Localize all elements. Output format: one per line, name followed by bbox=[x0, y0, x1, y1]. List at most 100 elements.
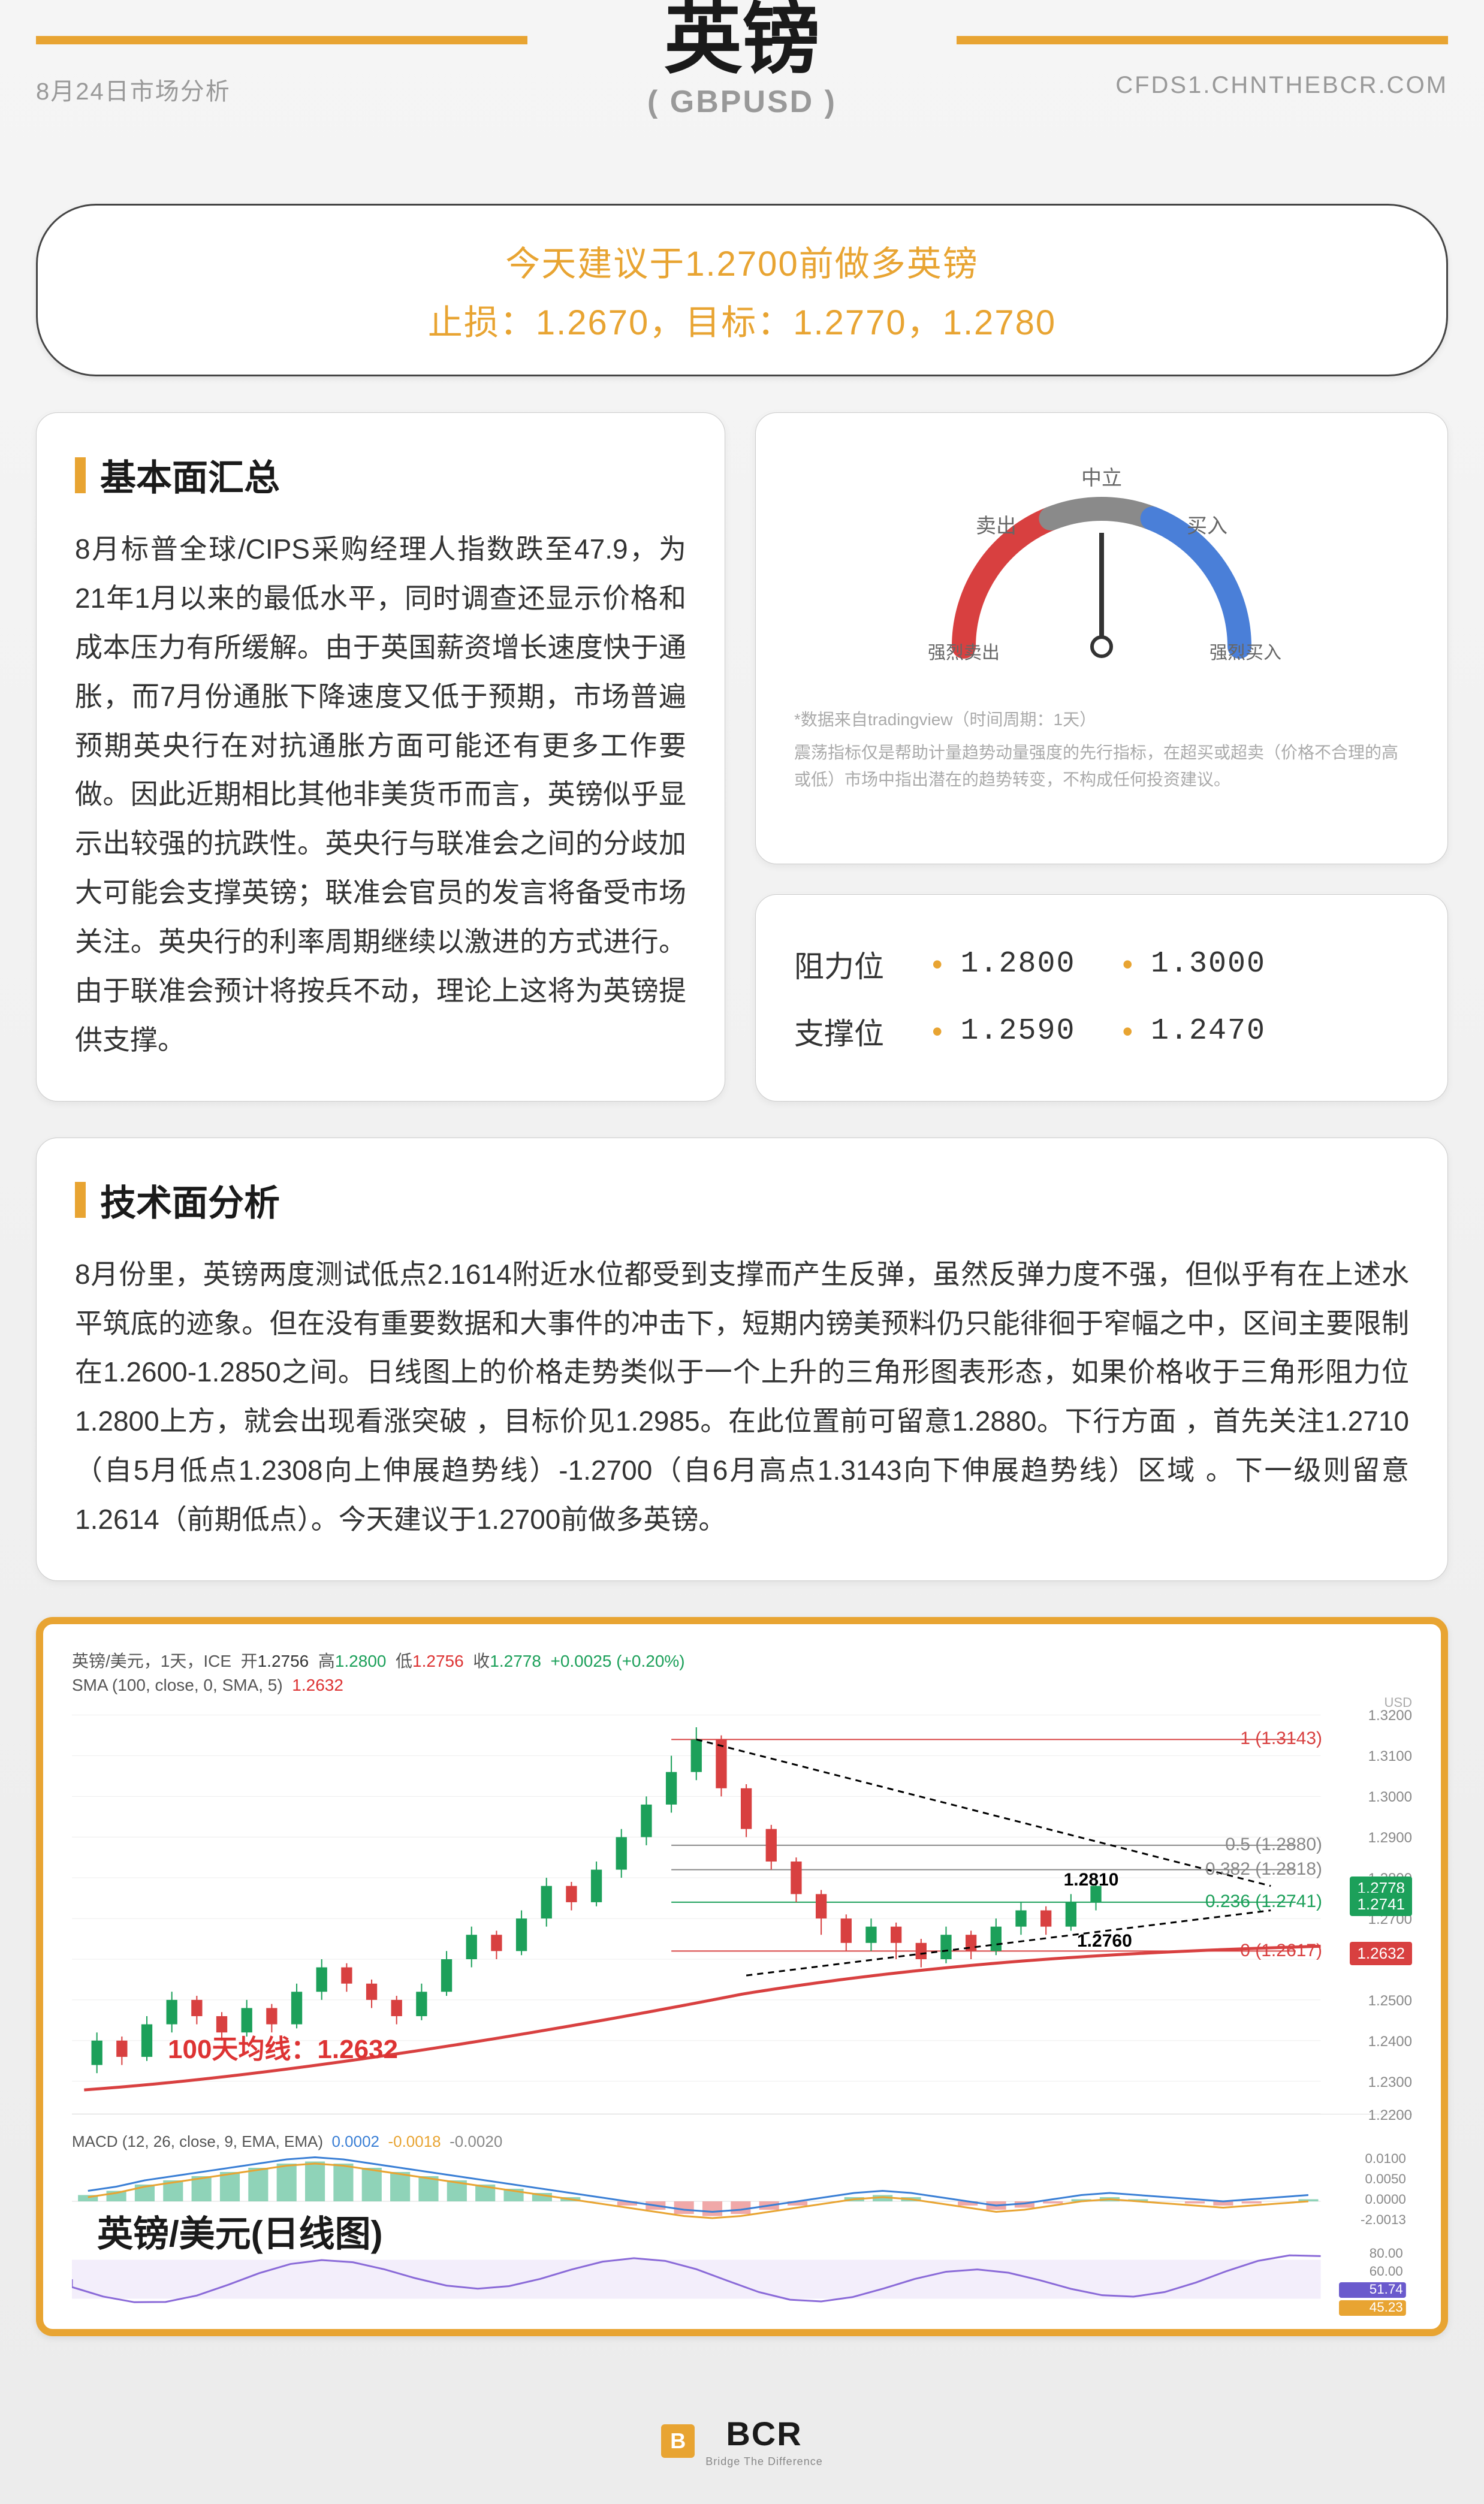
svg-text:中立: 中立 bbox=[1081, 467, 1122, 490]
ma-label: 100天均线：1.2632 bbox=[168, 2028, 398, 2066]
y-tick: 1.3100 bbox=[1368, 1748, 1412, 1765]
header-accent-right bbox=[957, 36, 1448, 44]
page: 8月24日市场分析 CFDS1.CHNTHEBCR.COM 英镑 ( GBPUS… bbox=[0, 0, 1484, 2504]
dot-icon: • bbox=[914, 947, 961, 982]
ohlc-cl: 1.2778 bbox=[490, 1652, 541, 1670]
ohlc-hi: 1.2800 bbox=[335, 1652, 387, 1670]
sma-value: 1.2632 bbox=[292, 1676, 343, 1694]
header-title: 英镑 bbox=[647, 0, 837, 78]
resistance-row: 阻力位 • 1.2800 • 1.3000 bbox=[794, 931, 1409, 998]
svg-text:0.0000: 0.0000 bbox=[1365, 2192, 1405, 2207]
resistance-label: 阻力位 bbox=[794, 943, 914, 986]
support-label: 支撑位 bbox=[794, 1010, 914, 1053]
fundamental-body: 8月标普全球/CIPS采购经理人指数跌至47.9，为21年1月以来的最低水平，同… bbox=[75, 525, 686, 1065]
technical-title-row: 技术面分析 bbox=[75, 1174, 1409, 1226]
macd-v1: 0.0002 bbox=[331, 2132, 379, 2150]
svg-text:60.00: 60.00 bbox=[1370, 2264, 1403, 2279]
dot-icon: • bbox=[1105, 1014, 1151, 1049]
y-tick: 1.2500 bbox=[1368, 1993, 1412, 2010]
fib-label: 0.382 (1.2818) bbox=[1205, 1859, 1322, 1879]
footer-brand-block: BCR Bridge The Difference bbox=[705, 2414, 822, 2468]
technical-card: 技术面分析 8月份里，英镑两度测试低点2.1614附近水位都受到支撑而产生反弹，… bbox=[36, 1138, 1448, 1581]
price-tag: 1.2741 bbox=[1350, 1893, 1412, 1916]
header: 8月24日市场分析 CFDS1.CHNTHEBCR.COM 英镑 ( GBPUS… bbox=[0, 0, 1484, 156]
chart-annotation: 1.2810 bbox=[1064, 1870, 1119, 1890]
ohlc-open-label: 开 bbox=[241, 1652, 258, 1670]
ohlc-hi-label: 高 bbox=[318, 1652, 335, 1670]
chart-main-area: USD 1.32001.31001.30001.29001.28001.2700… bbox=[72, 1707, 1412, 2114]
right-column: 强烈卖出 卖出 中立买入强烈买入 *数据来自tradingview（时间周期：1天）… bbox=[755, 412, 1448, 1102]
svg-text:0.0100: 0.0100 bbox=[1365, 2151, 1405, 2166]
row-upper: 基本面汇总 8月标普全球/CIPS采购经理人指数跌至47.9，为21年1月以来的… bbox=[36, 412, 1448, 1102]
fundamental-title-row: 基本面汇总 bbox=[75, 449, 686, 501]
header-accent-left bbox=[36, 36, 527, 44]
support-v2: 1.2470 bbox=[1151, 1014, 1295, 1048]
macd-v3: -0.0020 bbox=[450, 2132, 502, 2150]
footer-logo: B BCR Bridge The Difference bbox=[661, 2414, 822, 2468]
svg-text:强烈买入: 强烈买入 bbox=[1209, 643, 1281, 663]
header-title-block: 英镑 ( GBPUSD ) bbox=[647, 0, 837, 120]
ohlc-open: 1.2756 bbox=[258, 1652, 309, 1670]
technical-title: 技术面分析 bbox=[100, 1174, 280, 1226]
svg-text:51.74: 51.74 bbox=[1370, 2282, 1403, 2297]
svg-text:买入: 买入 bbox=[1187, 515, 1227, 538]
ohlc-chg: +0.0025 (+0.20%) bbox=[550, 1652, 684, 1670]
macd-header: MACD (12, 26, close, 9, EMA, EMA) 0.0002… bbox=[72, 2132, 1412, 2151]
title-accent-bar bbox=[75, 1182, 86, 1218]
gauge-note2: 震荡指标仅是帮助计量趋势动量强度的先行指标，在超买或超卖（价格不合理的高或低）市… bbox=[794, 740, 1409, 794]
footer: B BCR Bridge The Difference bbox=[0, 2384, 1484, 2504]
macd-v2: -0.0018 bbox=[388, 2132, 441, 2150]
y-tick: 1.2200 bbox=[1368, 2107, 1412, 2124]
svg-text:强烈卖出: 强烈卖出 bbox=[928, 643, 1000, 663]
fundamental-card: 基本面汇总 8月标普全球/CIPS采购经理人指数跌至47.9，为21年1月以来的… bbox=[36, 412, 725, 1102]
title-accent-bar bbox=[75, 457, 86, 493]
ohlc-lo-label: 低 bbox=[396, 1652, 412, 1670]
chart-symbol-line: 英镑/美元，1天，ICE 开1.2756 高1.2800 低1.2756 收1.… bbox=[72, 1648, 1412, 1672]
recommendation-line1: 今天建议于1.2700前做多英镑 bbox=[62, 236, 1422, 286]
fib-label: 0 (1.2617) bbox=[1240, 1941, 1322, 1961]
y-tick: 1.3200 bbox=[1368, 1707, 1412, 1724]
dot-icon: • bbox=[914, 1014, 961, 1049]
chart-card: 英镑/美元，1天，ICE 开1.2756 高1.2800 低1.2756 收1.… bbox=[36, 1617, 1448, 2336]
svg-text:卖出: 卖出 bbox=[976, 515, 1017, 538]
svg-text:0.0050: 0.0050 bbox=[1365, 2171, 1405, 2186]
y-tick: 1.2400 bbox=[1368, 2034, 1412, 2050]
y-tick: 1.2300 bbox=[1368, 2074, 1412, 2091]
footer-logo-icon: B bbox=[661, 2424, 695, 2458]
technical-body: 8月份里，英镑两度测试低点2.1614附近水位都受到支撑而产生反弹，虽然反弹力度… bbox=[75, 1250, 1409, 1544]
chart-sma-line: SMA (100, close, 0, SMA, 5) 1.2632 bbox=[72, 1676, 1412, 1695]
svg-text:80.00: 80.00 bbox=[1370, 2246, 1403, 2261]
footer-tagline: Bridge The Difference bbox=[705, 2455, 822, 2468]
chart-symbol: 英镑/美元，1天，ICE bbox=[72, 1652, 231, 1670]
fundamental-title: 基本面汇总 bbox=[100, 449, 280, 501]
resistance-v2: 1.3000 bbox=[1151, 947, 1295, 981]
ohlc-lo: 1.2756 bbox=[412, 1652, 464, 1670]
resistance-v1: 1.2800 bbox=[961, 947, 1105, 981]
gauge-note1: *数据来自tradingview（时间周期：1天） bbox=[794, 707, 1409, 734]
support-v1: 1.2590 bbox=[961, 1014, 1105, 1048]
fib-label: 0.236 (1.2741) bbox=[1205, 1891, 1322, 1912]
svg-text:45.23: 45.23 bbox=[1370, 2300, 1403, 2315]
chart-annotation: 1.2760 bbox=[1077, 1931, 1132, 1951]
header-date: 8月24日市场分析 bbox=[36, 72, 231, 107]
levels-card: 阻力位 • 1.2800 • 1.3000 支撑位 • 1.2590 • 1.2… bbox=[755, 894, 1448, 1102]
support-row: 支撑位 • 1.2590 • 1.2470 bbox=[794, 998, 1409, 1065]
recommendation-line2: 止损：1.2670，目标：1.2770，1.2780 bbox=[62, 294, 1422, 345]
chart-title-overlay: 英镑/美元(日线图) bbox=[97, 2205, 383, 2257]
fib-label: 1 (1.3143) bbox=[1240, 1728, 1322, 1749]
gauge-card: 强烈卖出 卖出 中立买入强烈买入 *数据来自tradingview（时间周期：1天）… bbox=[755, 412, 1448, 864]
price-tag: 1.2632 bbox=[1350, 1942, 1412, 1965]
footer-brand: BCR bbox=[705, 2414, 822, 2453]
header-subtitle: ( GBPUSD ) bbox=[647, 84, 837, 120]
header-site: CFDS1.CHNTHEBCR.COM bbox=[1115, 72, 1448, 99]
macd-header-label: MACD (12, 26, close, 9, EMA, EMA) bbox=[72, 2132, 323, 2150]
dot-icon: • bbox=[1105, 947, 1151, 982]
svg-text:-2.0013: -2.0013 bbox=[1361, 2212, 1406, 2227]
sma-label: SMA (100, close, 0, SMA, 5) bbox=[72, 1676, 283, 1694]
ohlc-cl-label: 收 bbox=[473, 1652, 490, 1670]
y-tick: 1.2900 bbox=[1368, 1830, 1412, 1847]
gauge: 强烈卖出 卖出 中立买入强烈买入 bbox=[794, 449, 1409, 701]
y-tick: 1.3000 bbox=[1368, 1789, 1412, 1806]
gauge-svg: 强烈卖出 卖出 中立买入强烈买入 bbox=[874, 461, 1329, 677]
recommendation-card: 今天建议于1.2700前做多英镑 止损：1.2670，目标：1.2770，1.2… bbox=[36, 204, 1448, 376]
